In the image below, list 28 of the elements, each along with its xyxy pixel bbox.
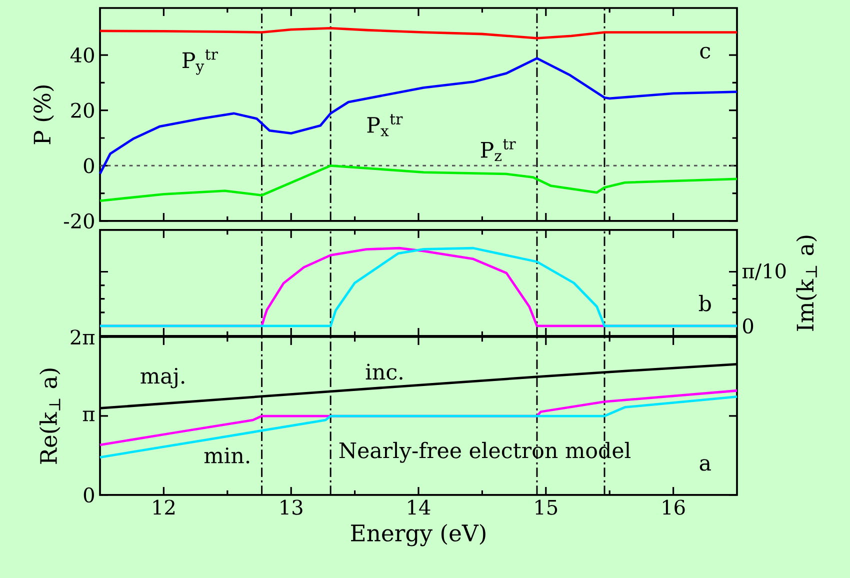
y-axis-title: P (%) (33, 85, 54, 144)
x-tick-label: 14 (408, 500, 430, 515)
x-tick-label: 12 (153, 500, 174, 515)
annotation: inc. (366, 364, 402, 380)
y-tick-label: 40 (70, 47, 94, 63)
annotation: P$_{z}$tr (480, 139, 516, 162)
y-tick-label: -20 (64, 213, 94, 229)
y-axis-title: Re(k$_{⊥}$ a) (40, 368, 60, 464)
y2-tick-label: π/10 (742, 263, 786, 280)
annotation: maj. (140, 368, 184, 388)
annotation: Nearly-free electron model (339, 442, 630, 463)
y2-tick-label: 0 (743, 318, 754, 334)
x-tick-label: 16 (663, 500, 685, 515)
annotation: c (700, 46, 710, 59)
y-tick-label: 0 (84, 487, 94, 503)
annotation: b (698, 294, 711, 312)
annotation: P$_{y}$tr (182, 49, 218, 75)
annotation: min. (204, 447, 250, 464)
x-tick-label: 13 (280, 500, 302, 515)
annotation: a (700, 459, 711, 471)
y-tick-label: 0 (84, 158, 94, 174)
y2-axis-title: Im(k$_{⊥}$ a) (796, 236, 817, 331)
y-tick-label: 20 (71, 102, 94, 118)
x-axis-title: Energy (eV) (351, 524, 486, 546)
y-tick-label: π (82, 410, 95, 422)
x-tick-label: 15 (536, 500, 558, 515)
annotation: P$_{x}$tr (367, 114, 403, 136)
y-tick-label: 2π (70, 330, 95, 344)
